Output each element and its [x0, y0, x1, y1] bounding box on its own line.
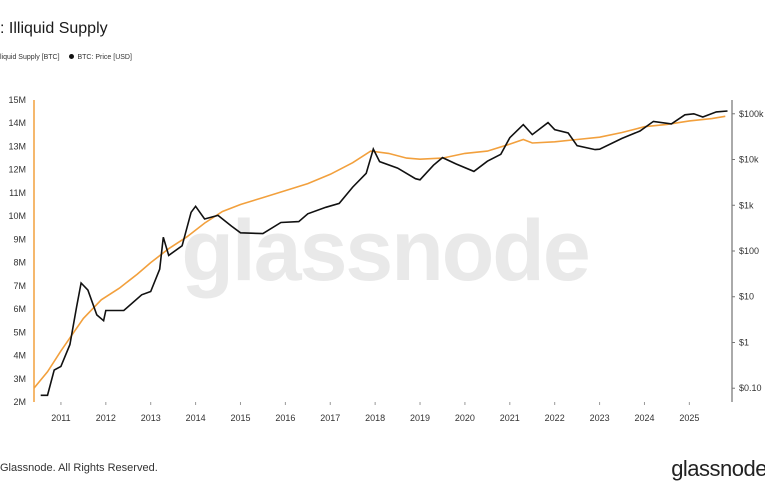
copyright-text: Glassnode. All Rights Reserved. [0, 462, 158, 474]
x-axis: 2011 2012 2013 2014 2015 2016 2017 2018 2019 2020… [51, 402, 699, 423]
x-tick-label-2011: 2011 [51, 413, 70, 423]
x-tick-label-2012: 2012 [96, 413, 116, 423]
chart-title: : Illiquid Supply [0, 20, 108, 37]
x-tick-label-2025: 2025 [679, 413, 699, 423]
left-tick-label-13M: 13M [8, 141, 26, 151]
left-tick-label-6M: 6M [13, 304, 26, 314]
right-y-axis: $0.10 $1 $10 $100 $1k $10k $100k [732, 109, 764, 393]
left-tick-label-10M: 10M [8, 211, 26, 221]
x-tick-label-2014: 2014 [186, 413, 206, 423]
x-tick-label-2016: 2016 [275, 413, 295, 423]
left-tick-label-4M: 4M [13, 351, 26, 361]
x-tick-label-2024: 2024 [634, 413, 654, 423]
right-tick-label-4: $1k [739, 200, 754, 210]
x-tick-label-2021: 2021 [500, 413, 520, 423]
left-tick-label-15M: 15M [8, 95, 26, 105]
right-tick-label-3: $100 [739, 246, 759, 256]
left-tick-label-3M: 3M [13, 374, 26, 384]
right-tick-label-5: $10k [739, 155, 759, 165]
x-tick-label-2018: 2018 [365, 413, 385, 423]
watermark-text: glassnode [181, 203, 588, 299]
legend-label-price: BTC: Price [USD] [77, 54, 132, 61]
x-tick-label-2017: 2017 [320, 413, 340, 423]
right-tick-label-0: $0.10 [739, 383, 762, 393]
x-tick-label-2013: 2013 [141, 413, 161, 423]
left-tick-label-8M: 8M [13, 258, 26, 268]
left-tick-label-5M: 5M [13, 327, 26, 337]
left-tick-label-7M: 7M [13, 281, 26, 291]
x-tick-label-2015: 2015 [230, 413, 250, 423]
legend-dot-price [69, 54, 75, 59]
x-tick-label-2023: 2023 [590, 413, 610, 423]
right-tick-label-6: $100k [739, 109, 764, 119]
x-tick-label-2020: 2020 [455, 413, 475, 423]
right-tick-label-2: $10 [739, 292, 754, 302]
brand-logo[interactable]: glassnode [671, 456, 765, 481]
left-tick-label-11M: 11M [9, 188, 26, 198]
left-tick-label-14M: 14M [8, 118, 26, 128]
right-tick-label-1: $1 [739, 337, 749, 347]
series-line-illiquid-supply [33, 115, 726, 389]
left-y-axis: 2M 3M 4M 5M 6M 7M 8M 9M 10M 11M 12M 13M 14M 15M [8, 95, 26, 407]
left-tick-label-9M: 9M [13, 234, 26, 244]
legend-item-price[interactable]: BTC: Price [USD] [77, 54, 131, 61]
left-tick-label-2M: 2M [13, 397, 26, 407]
left-tick-label-12M: 12M [8, 165, 26, 175]
x-tick-label-2022: 2022 [545, 413, 565, 423]
legend-label-illiquid: liquid Supply [BTC] [0, 54, 60, 61]
legend-item-illiquid[interactable]: liquid Supply [BTC] [0, 54, 60, 61]
x-tick-label-2019: 2019 [410, 413, 430, 423]
legend: liquid Supply [BTC] BTC: Price [USD] [0, 54, 132, 61]
chart-area: glassnode 2011 2012 2013 2014 2015 2016 2017 20… [8, 95, 764, 423]
series-line-btc-price [40, 110, 728, 397]
